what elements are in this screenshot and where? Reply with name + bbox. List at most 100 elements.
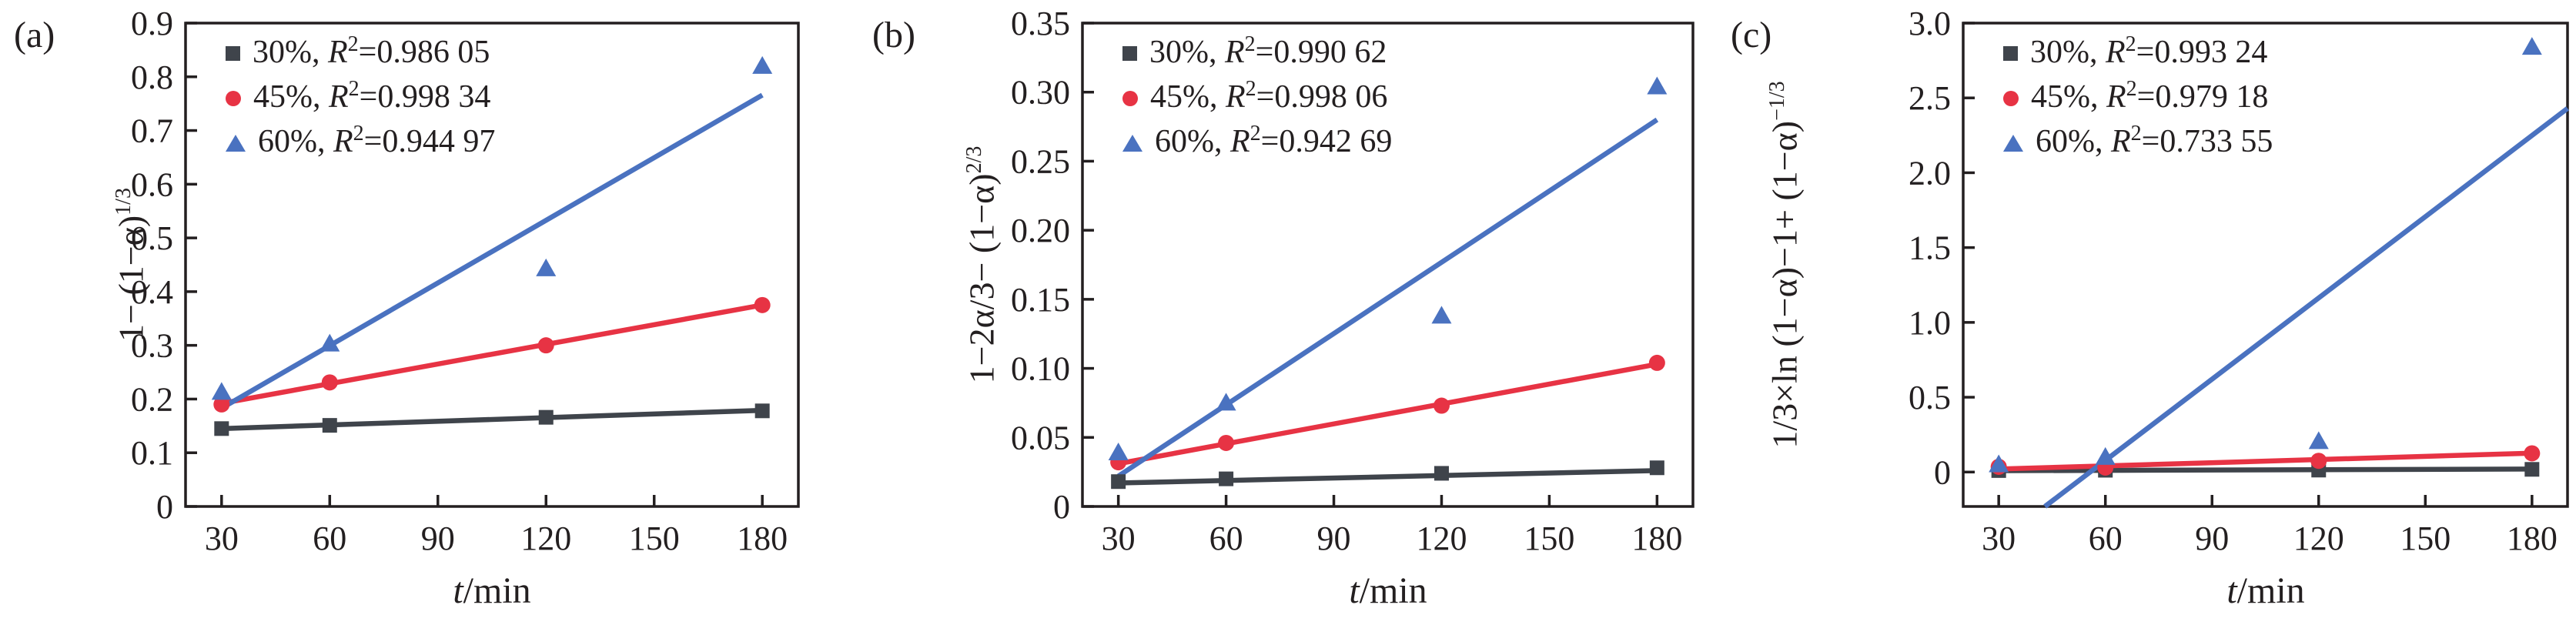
legend: 30%, R2=0.986 05 45%, R2=0.998 34 60%, R…: [226, 26, 495, 160]
data-point-triangle-60%: [1216, 393, 1236, 411]
data-point-triangle-60%: [2308, 431, 2329, 450]
y-tick-label: 0.10: [1011, 350, 1070, 388]
x-tick-label: 180: [737, 520, 788, 557]
x-tick-label: 150: [1524, 520, 1574, 557]
y-tick-label: 0: [156, 488, 173, 526]
data-point-circle-45%: [537, 337, 554, 354]
fit-line-60%: [2043, 106, 2569, 509]
x-tick-label: 90: [2195, 520, 2229, 557]
legend-row: 30%, R2=0.993 24: [2003, 26, 2273, 71]
y-axis-label: 1− (1−α)1/3: [111, 188, 151, 342]
data-point-triangle-60%: [1647, 76, 1668, 95]
y-tick-label: 0.4: [131, 273, 173, 311]
x-tick-label: 60: [313, 520, 346, 557]
panel-label: (c): [1731, 15, 1772, 55]
y-tick-label: 1.0: [1909, 304, 1951, 342]
y-tick-label: 0.9: [131, 5, 173, 42]
fit-line-30%: [1118, 468, 1658, 486]
panel-label: (b): [872, 15, 915, 55]
data-point-triangle-60%: [2095, 446, 2116, 465]
y-tick-label: 0.7: [131, 112, 173, 150]
y-tick-label: 0.20: [1011, 212, 1070, 249]
y-tick-label: 0.15: [1011, 281, 1070, 319]
y-tick-label: 1.5: [1909, 229, 1951, 267]
y-tick-label: 0.3: [131, 327, 173, 365]
y-tick-label: 3.0: [1909, 5, 1951, 42]
y-tick-label: 0: [1934, 453, 1951, 491]
data-point-triangle-60%: [1108, 443, 1129, 461]
square-marker-icon: [2003, 46, 2018, 61]
data-point-triangle-60%: [211, 382, 232, 400]
r2-value: 0.993 24: [2154, 35, 2268, 70]
data-point-triangle-60%: [319, 333, 340, 352]
data-point-triangle-60%: [1989, 454, 2009, 473]
data-point-square-30%: [1111, 474, 1126, 490]
data-point-circle-45%: [1218, 434, 1235, 451]
data-point-square-30%: [2524, 462, 2540, 477]
data-point-triangle-60%: [752, 55, 773, 74]
data-point-square-30%: [1434, 466, 1449, 481]
fit-line-45%: [221, 302, 763, 406]
data-point-triangle-60%: [2521, 37, 2542, 55]
x-tick-label: 90: [1317, 520, 1351, 557]
y-tick-label: 2.5: [1909, 79, 1951, 117]
fit-line-30%: [1999, 466, 2532, 473]
legend: 30%, R2=0.993 24 45%, R2=0.979 18 60%, R…: [2003, 26, 2273, 160]
fit-line-60%: [1116, 117, 1659, 479]
data-point-circle-45%: [1433, 397, 1450, 414]
data-point-circle-45%: [754, 296, 771, 313]
r2-value: 0.733 55: [2159, 124, 2273, 159]
data-point-circle-45%: [2524, 445, 2541, 462]
legend-row: 45%, R2=0.979 18: [2003, 71, 2273, 115]
legend-row: 30%, R2=0.990 62: [1122, 26, 1392, 71]
x-tick-label: 120: [520, 520, 571, 557]
y-axis-label: 1/3×ln (1−α)−1+ (1−α)−1/3: [1765, 81, 1805, 449]
plot-canvas-c: 0 0.5 1.0 1.5 2.0 2.5 3.0 30 60 90 120 150 180: [1909, 5, 2569, 557]
circle-marker-icon: [2003, 91, 2019, 106]
circle-marker-icon: [226, 91, 241, 106]
data-point-square-30%: [538, 409, 554, 425]
y-tick-label: 0.1: [131, 434, 173, 472]
triangle-marker-icon: [2003, 135, 2023, 152]
x-tick-label: 180: [1631, 520, 1682, 557]
x-tick-label: 30: [205, 520, 239, 557]
data-point-square-30%: [1649, 460, 1664, 476]
axis-frame: [1081, 22, 1694, 508]
x-tick-label: 150: [2400, 520, 2451, 557]
y-tick-label: 2.0: [1909, 154, 1951, 192]
r2-value: 0.942 69: [1279, 124, 1393, 159]
x-tick-label: 120: [2293, 520, 2344, 557]
plot-canvas-a: 0 0.1 0.2 0.3 0.4 0.5 0.6 0.7 0.8 0.9 30 60 90 120 150…: [131, 5, 800, 557]
y-tick-label: 0.35: [1011, 5, 1070, 42]
x-axis-label: t/min: [2226, 570, 2305, 611]
r2-value: 0.998 34: [377, 79, 491, 115]
y-tick-label: 0.8: [131, 58, 173, 96]
r2-value: 0.990 62: [1273, 35, 1387, 70]
legend-row: 45%, R2=0.998 34: [226, 71, 495, 115]
data-point-circle-45%: [321, 374, 338, 391]
legend-row: 30%, R2=0.986 05: [226, 26, 495, 71]
panel-a: 0 0.1 0.2 0.3 0.4 0.5 0.6 0.7 0.8 0.9 30 60 90 120 150…: [0, 0, 858, 625]
x-tick-label: 60: [1209, 520, 1243, 557]
legend-row: 60%, R2=0.942 69: [1122, 115, 1392, 160]
fit-line-45%: [1118, 361, 1658, 466]
triangle-marker-icon: [1122, 135, 1142, 152]
y-tick-label: 0.30: [1011, 74, 1070, 112]
circle-marker-icon: [1122, 91, 1138, 106]
x-tick-label: 90: [421, 520, 455, 557]
data-point-square-30%: [1219, 471, 1234, 486]
axis-frame: [1962, 22, 2569, 508]
plot-canvas-b: 0 0.05 0.10 0.15 0.20 0.25 0.30 0.35 30 60 90 120 15…: [1011, 5, 1694, 557]
fit-line-45%: [1999, 450, 2532, 472]
x-tick-label: 120: [1416, 520, 1467, 557]
axis-frame: [184, 22, 800, 508]
legend-row: 60%, R2=0.733 55: [2003, 115, 2273, 160]
y-tick-label: 0.25: [1011, 142, 1070, 180]
legend-row: 60%, R2=0.944 97: [226, 115, 495, 160]
y-tick-label: 0.5: [1909, 379, 1951, 416]
y-tick-label: 0.05: [1011, 419, 1070, 456]
data-point-circle-45%: [1648, 354, 1665, 371]
x-tick-label: 30: [1102, 520, 1136, 557]
square-marker-icon: [1122, 46, 1137, 61]
